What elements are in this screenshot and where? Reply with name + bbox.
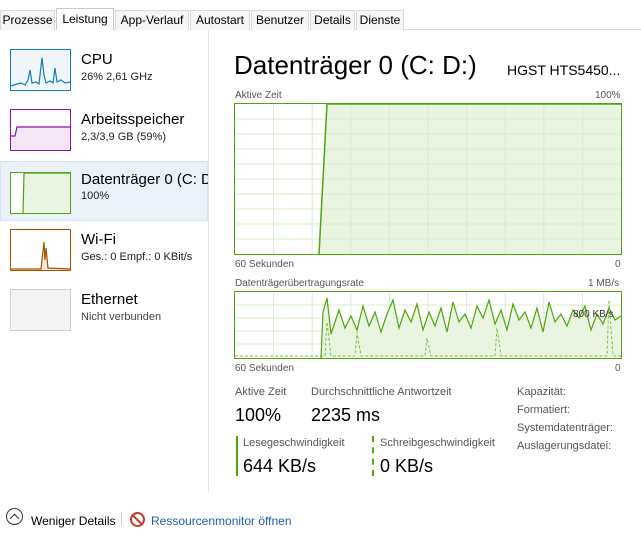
memory-title: Arbeitsspeicher <box>81 111 185 128</box>
active-time-graph <box>234 103 622 255</box>
ethernet-thumbnail-graph <box>10 289 71 331</box>
formatted-label: Formatiert: <box>517 404 571 416</box>
transfer-rate-scale-mark: 800 KB/s <box>573 309 614 320</box>
resource-ethernet[interactable]: Ethernet Nicht verbunden <box>0 271 208 331</box>
active-time-graph-label: Aktive Zeit <box>235 90 282 101</box>
memory-usage: 2,3/3,9 GB (59%) <box>81 131 166 143</box>
write-speed-indicator <box>372 436 374 476</box>
active-time-value: 100% <box>235 405 282 425</box>
response-time-label: Durchschnittliche Antwortzeit <box>311 386 452 398</box>
pagefile-label: Auslagerungsdatei: <box>517 440 612 452</box>
resource-cpu[interactable]: CPU 26% 2,61 GHz <box>0 31 208 91</box>
memory-thumbnail-graph <box>10 109 71 151</box>
ethernet-status: Nicht verbunden <box>81 311 162 323</box>
tab-bar: Prozesse Leistung App-Verlauf Autostart … <box>0 8 641 31</box>
ethernet-title: Ethernet <box>81 291 138 308</box>
tab-app-verlauf[interactable]: App-Verlauf <box>115 10 189 30</box>
read-speed-value: 644 KB/s <box>243 456 317 476</box>
cpu-usage: 26% 2,61 GHz <box>81 71 153 83</box>
tab-prozesse[interactable]: Prozesse <box>0 10 55 30</box>
transfer-rate-graph <box>234 291 622 359</box>
active-time-graph-max: 100% <box>595 90 621 101</box>
fewer-details-button[interactable]: Weniger Details <box>31 514 116 528</box>
resource-memory[interactable]: Arbeitsspeicher 2,3/3,9 GB (59%) <box>0 91 208 151</box>
collapse-chevron-up-icon[interactable] <box>6 508 23 525</box>
tab-leistung[interactable]: Leistung <box>56 8 114 31</box>
read-speed-indicator <box>236 436 238 476</box>
tab-benutzer[interactable]: Benutzer <box>251 10 309 30</box>
disk-title: Datenträger 0 (C: D:) <box>81 171 208 188</box>
page-title: Datenträger 0 (C: D:) <box>234 50 477 80</box>
active-time-label: Aktive Zeit <box>235 386 287 398</box>
cpu-title: CPU <box>81 51 113 68</box>
response-time-value: 2235 ms <box>311 405 381 425</box>
wifi-title: Wi-Fi <box>81 231 116 248</box>
wifi-throughput: Ges.: 0 Empf.: 0 KBit/s <box>81 251 193 263</box>
read-speed-label: Lesegeschwindigkeit <box>243 437 345 449</box>
tab-dienste[interactable]: Dienste <box>356 10 404 30</box>
transfer-rate-graph-min: 0 <box>615 363 621 374</box>
write-speed-label: Schreibgeschwindigkeit <box>380 437 495 449</box>
resource-disk-0[interactable]: Datenträger 0 (C: D:) 100% <box>0 161 208 221</box>
disk-thumbnail-graph <box>10 172 71 214</box>
transfer-rate-graph-span: 60 Sekunden <box>235 363 294 374</box>
resource-list: CPU 26% 2,61 GHz Arbeitsspeicher 2,3/3,9… <box>0 30 209 492</box>
footer-divider <box>121 512 122 526</box>
device-model: HGST HTS5450... <box>507 62 621 78</box>
system-disk-label: Systemdatenträger: <box>517 422 613 434</box>
transfer-rate-graph-label: Datenträgerübertragungsrate <box>235 278 364 289</box>
resource-monitor-icon <box>130 512 145 527</box>
disk-usage: 100% <box>81 190 110 202</box>
capacity-label: Kapazität: <box>517 386 566 398</box>
write-speed-value: 0 KB/s <box>380 456 434 476</box>
wifi-thumbnail-graph <box>10 229 71 271</box>
transfer-rate-graph-max: 1 MB/s <box>588 278 620 289</box>
tab-autostart[interactable]: Autostart <box>190 10 250 30</box>
tab-details[interactable]: Details <box>310 10 355 30</box>
active-time-graph-span: 60 Sekunden <box>235 259 294 270</box>
cpu-thumbnail-graph <box>10 49 71 91</box>
active-time-graph-min: 0 <box>615 259 621 270</box>
open-resource-monitor-link[interactable]: Ressourcenmonitor öffnen <box>151 514 292 528</box>
resource-wifi[interactable]: Wi-Fi Ges.: 0 Empf.: 0 KBit/s <box>0 211 208 271</box>
